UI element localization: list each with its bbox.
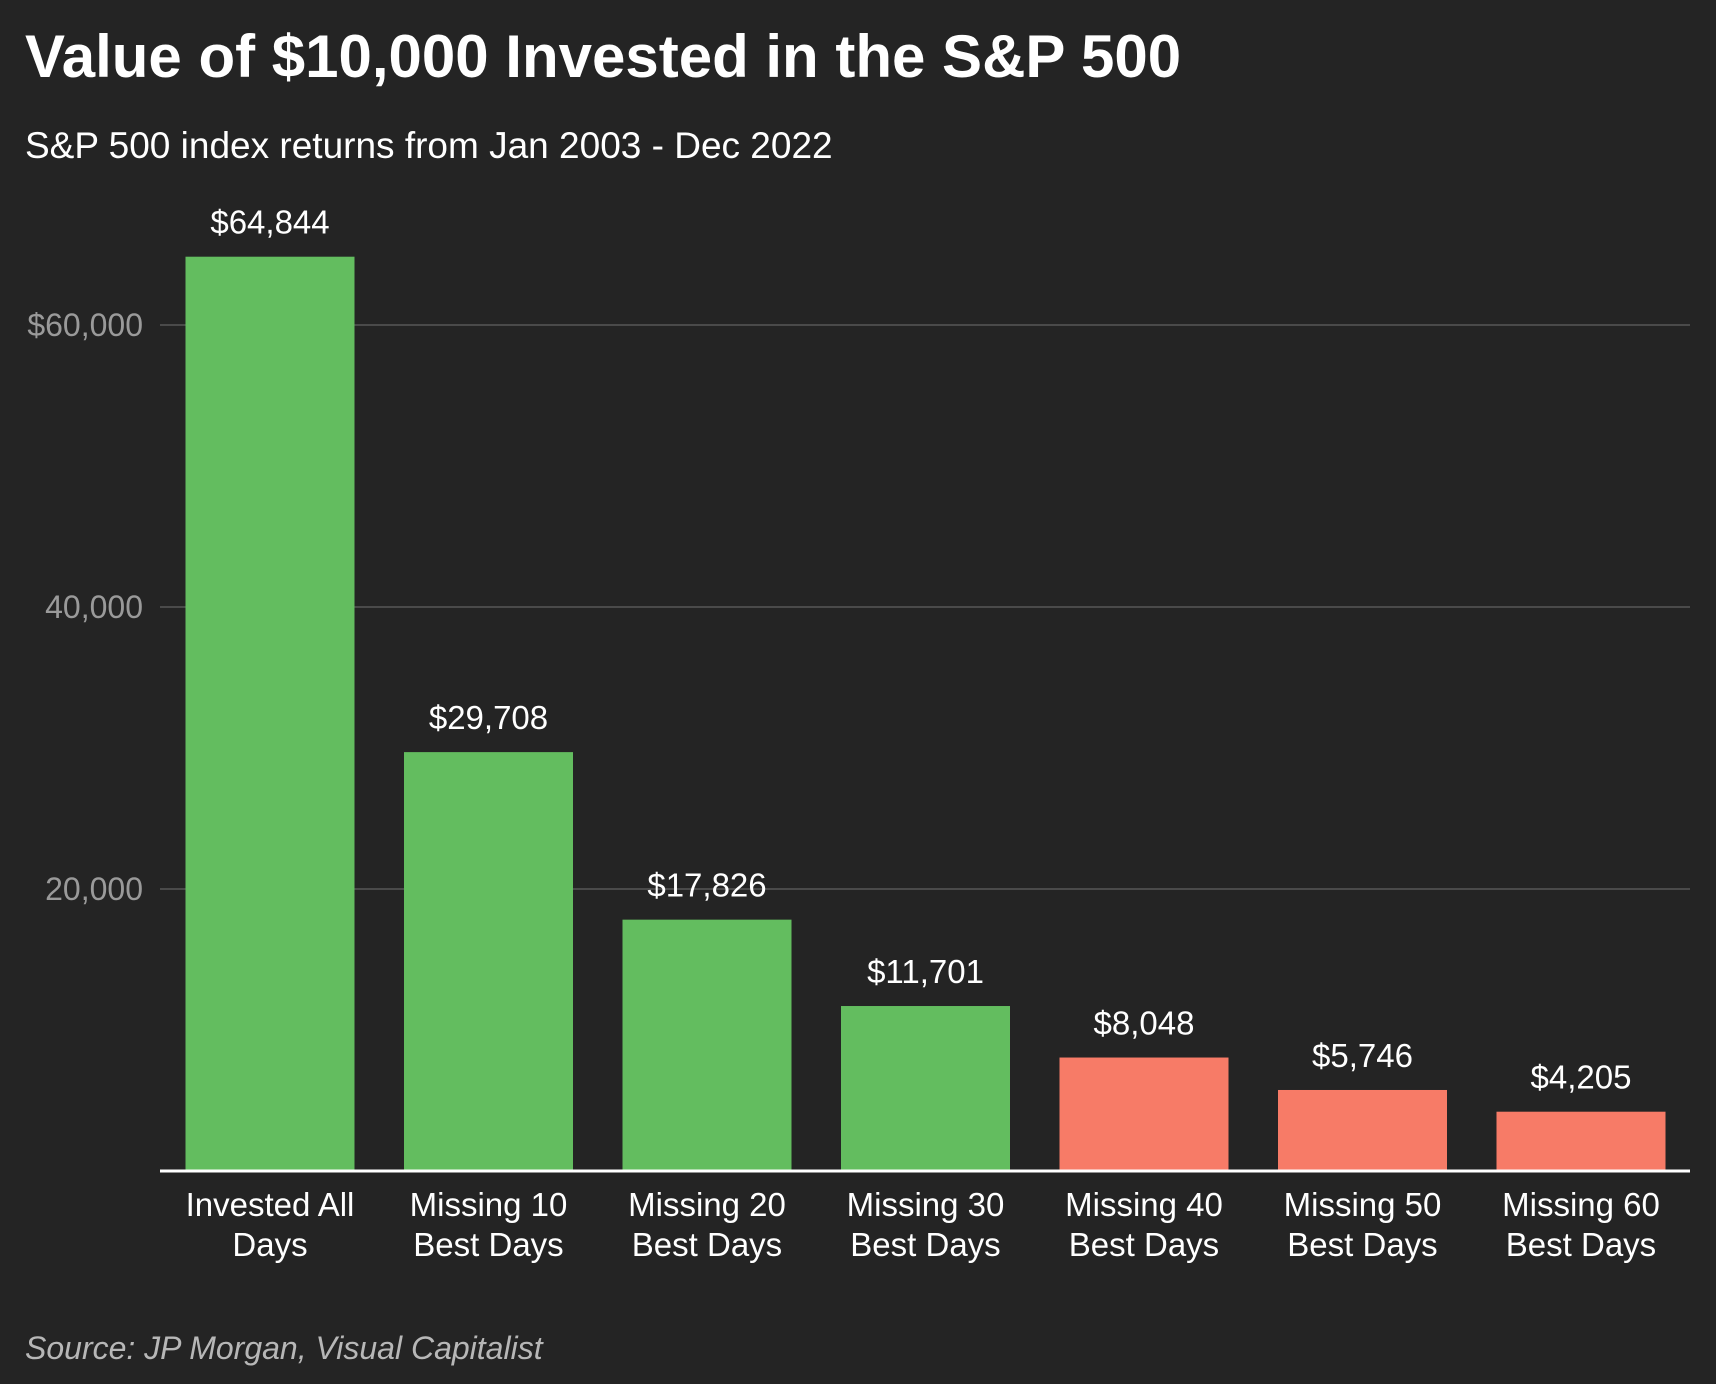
y-tick-label: 20,000 bbox=[45, 871, 143, 907]
y-tick-label: 40,000 bbox=[45, 589, 143, 625]
bar-value-label: $11,701 bbox=[867, 953, 984, 990]
x-tick-label: Missing 50 Best Days bbox=[1284, 1186, 1442, 1263]
bar-value-label: $8,048 bbox=[1094, 1005, 1195, 1042]
bar-value-label: $17,826 bbox=[647, 867, 766, 904]
bar bbox=[1278, 1089, 1447, 1171]
source-note: Source: JP Morgan, Visual Capitalist bbox=[25, 1330, 543, 1366]
bar-value-label: $4,205 bbox=[1531, 1059, 1632, 1096]
x-tick-label: Missing 60 Best Days bbox=[1502, 1186, 1660, 1263]
chart-subtitle: S&P 500 index returns from Jan 2003 - De… bbox=[25, 125, 833, 166]
bar bbox=[404, 752, 573, 1171]
x-tick-label: Missing 10 Best Days bbox=[410, 1186, 568, 1263]
bar bbox=[841, 1006, 1010, 1171]
bar bbox=[1059, 1057, 1229, 1171]
x-tick-label: Missing 30 Best Days bbox=[847, 1186, 1005, 1263]
bar-value-label: $5,746 bbox=[1312, 1037, 1413, 1074]
bar bbox=[1496, 1111, 1666, 1171]
x-tick-label: Missing 20 Best Days bbox=[628, 1186, 786, 1263]
bar-value-label: $64,844 bbox=[210, 204, 329, 241]
chart-title: Value of $10,000 Invested in the S&P 500 bbox=[25, 23, 1182, 90]
bar bbox=[622, 919, 792, 1171]
y-tick-label: $60,000 bbox=[27, 307, 143, 343]
x-tick-label: Missing 40 Best Days bbox=[1065, 1186, 1223, 1263]
x-tick-label: Invested All Days bbox=[186, 1186, 355, 1263]
bar bbox=[185, 256, 355, 1171]
bar-value-label: $29,708 bbox=[429, 699, 548, 736]
